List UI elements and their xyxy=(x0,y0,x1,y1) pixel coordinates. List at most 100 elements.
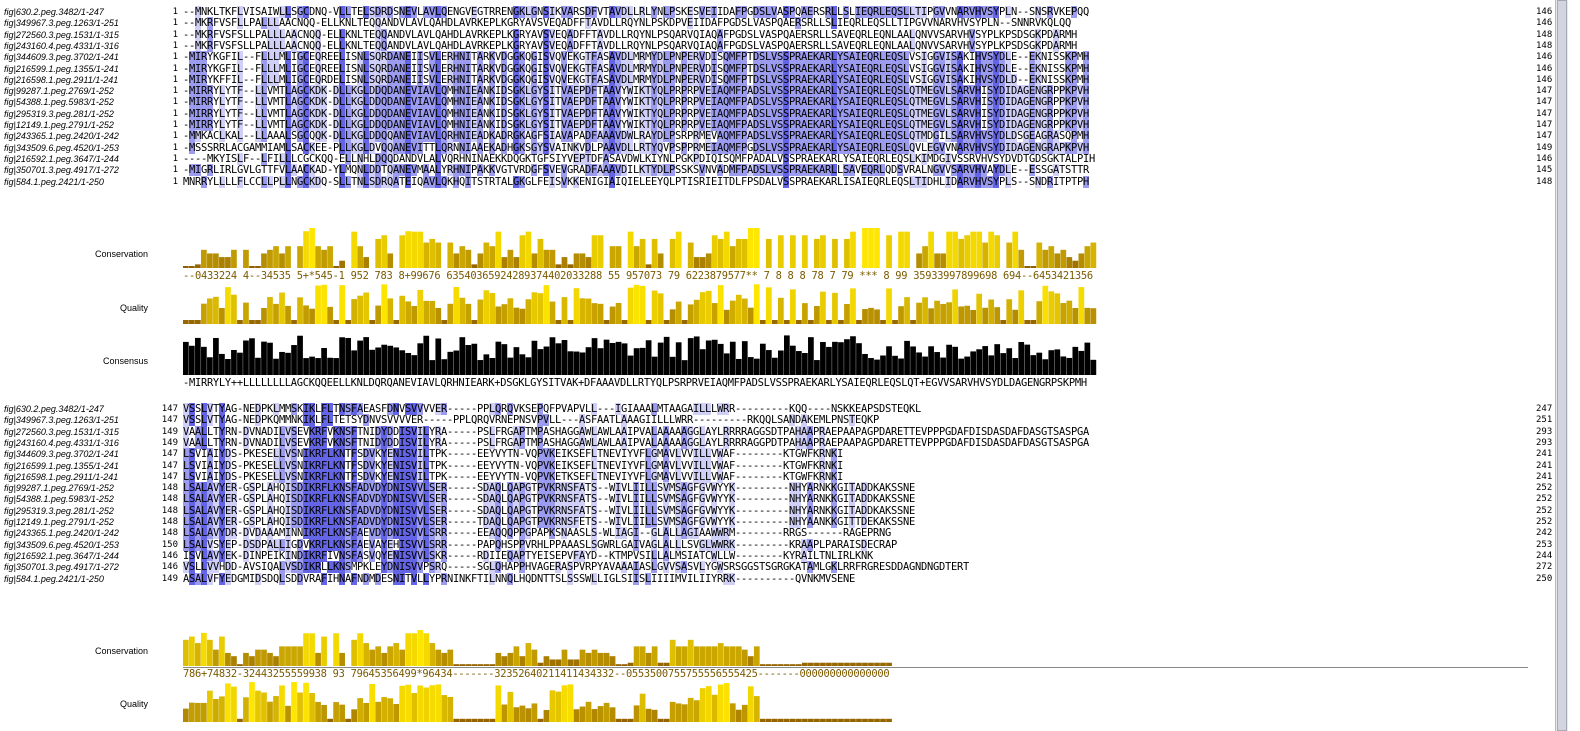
sequence-row[interactable]: fig|272560.3.peg.1531/1-315 149 VAALLTYRN-… xyxy=(0,425,1568,438)
sequence-row[interactable]: fig|216599.1.peg.1355/1-241 1 -MIRYKGFIL--… xyxy=(0,62,1568,75)
sequence-residues[interactable]: ----MKYISLF--LFILLLCGCKQQ-ELLNHLDQQDANDV… xyxy=(183,152,1095,165)
vertical-scrollbar[interactable] xyxy=(1555,0,1568,731)
sequence-residues[interactable]: ISVLAVYEK-DINPEIKINDIKRFIVNSFASVQYENISVV… xyxy=(183,549,873,562)
sequence-residues[interactable]: LSALAVYER-GSPLAHQISDIKRFLKNSFADVDYDNISVV… xyxy=(183,493,915,506)
sequence-name[interactable]: fig|344609.3.peg.3702/1-241 xyxy=(4,449,119,460)
sequence-name[interactable]: fig|344609.3.peg.3702/1-241 xyxy=(4,52,119,63)
sequence-row[interactable]: fig|243365.1.peg.2420/1-242 148 LSALAVYDR-… xyxy=(0,527,1568,540)
sequence-name[interactable]: fig|630.2.peg.3482/1-247 xyxy=(4,404,104,414)
sequence-residues[interactable]: --MKRFVSFLLPALLLAACNQQ-ELLKNLTEQQANDVLAV… xyxy=(183,17,1071,30)
sequence-residues[interactable]: VSLLVVHDD-AVSIQALVSDIKRLLKNSMPKLEYDNISVV… xyxy=(183,561,969,574)
sequence-residues[interactable]: LSVIAIYDS-PKESELLVSNIKRFLKNTFSDVKYENISVI… xyxy=(183,470,843,483)
sequence-row[interactable]: fig|344609.3.peg.3702/1-241 147 LSVIAIYDS-… xyxy=(0,448,1568,461)
sequence-name[interactable]: fig|350701.3.peg.4917/1-272 xyxy=(4,165,119,176)
sequence-row[interactable]: fig|584.1.peg.2421/1-250 1 MNRRYLLLLFLCCLL… xyxy=(0,175,1568,188)
annotation-label[interactable]: Conservation xyxy=(94,646,148,656)
sequence-residues[interactable]: -MIRRYLYTF--LLVMTLAGCKDK-DLLKGLDDQDANEVI… xyxy=(183,107,1089,120)
sequence-residues[interactable]: VAALLTYRN-DVNADILVSEVKRFVKNSFTNIDYDDISVI… xyxy=(183,425,1089,438)
sequence-residues[interactable]: -MIRRYLYTF--LLVMTLAGCKDK-DLLKGLDDQDANEVI… xyxy=(183,96,1089,109)
sequence-row[interactable]: fig|243160.4.peg.4331/1-316 149 VAALLTYRN-… xyxy=(0,436,1568,449)
sequence-residues[interactable]: --MKRFVSFSLLPALLLAACNQQ-ELLKNLTEQQANDVLA… xyxy=(183,39,1077,52)
sequence-name[interactable]: fig|584.1.peg.2421/1-250 xyxy=(4,573,104,584)
sequence-row[interactable]: fig|12149.1.peg.2791/1-252 1 -MIRRYLYTF--L… xyxy=(0,119,1568,131)
sequence-name[interactable]: fig|216598.1.peg.2911/1-241 xyxy=(4,74,119,85)
sequence-name[interactable]: fig|243365.1.peg.2420/1-242 xyxy=(4,131,119,142)
sequence-row[interactable]: fig|243160.4.peg.4331/1-316 1 --MKRFVSFSLL… xyxy=(0,39,1568,52)
sequence-name[interactable]: fig|243160.4.peg.4331/1-316 xyxy=(4,437,119,448)
sequence-residues[interactable]: --MKRFVSFSLLPALLLAACNQQ-ELLKNLTEQQANDVLA… xyxy=(183,28,1077,41)
sequence-name[interactable]: fig|630.2.peg.3482/1-247 xyxy=(4,7,104,17)
sequence-name[interactable]: fig|350701.3.peg.4917/1-272 xyxy=(4,562,119,573)
sequence-residues[interactable]: -MMKACLKAL--LLAAALSGCQQK-DLLKGLDDQQANEVI… xyxy=(183,130,1089,143)
sequence-residues[interactable]: VSSLVTYAG-NEDPKQMMNKIKLFLTETSYDNVSVVVVER… xyxy=(183,414,879,427)
sequence-residues[interactable]: LSALVSYEP-DSDPALLIGDVKRFLKNSFAEVAYEHISVV… xyxy=(183,538,897,551)
sequence-name[interactable]: fig|349967.3.peg.1263/1-251 xyxy=(4,18,119,29)
sequence-residues[interactable]: LSALAVYER-GSPLAHQISDIKRFLKNSFADVDYDNISVV… xyxy=(183,516,915,528)
sequence-residues[interactable]: -MIGRLIRLGVLGTTFVLAACKAD-YLMQNLDDTQANEVM… xyxy=(183,164,1089,177)
sequence-name[interactable]: fig|272560.3.peg.1531/1-315 xyxy=(4,29,119,40)
sequence-name[interactable]: fig|343509.6.peg.4520/1-253 xyxy=(4,539,119,550)
sequence-name[interactable]: fig|216592.1.peg.3647/1-244 xyxy=(4,153,119,164)
sequence-row[interactable]: fig|216592.1.peg.3647/1-244 1 ----MKYISLF-… xyxy=(0,152,1568,165)
sequence-row[interactable]: fig|349967.3.peg.1263/1-251 1 --MKRFVSFLLP… xyxy=(0,17,1568,30)
sequence-row[interactable]: fig|216592.1.peg.3647/1-244 146 ISVLAVYEK-… xyxy=(0,549,1568,562)
sequence-row[interactable]: fig|216598.1.peg.2911/1-241 1 -MIRYKFFIL--… xyxy=(0,73,1568,86)
sequence-name[interactable]: fig|295319.3.peg.281/1-252 xyxy=(4,108,114,119)
sequence-row[interactable]: fig|54388.1.peg.5983/1-252 148 LSALAVYER-G… xyxy=(0,493,1568,506)
sequence-residues[interactable]: -MIRRYLYTF--LLVMTLAGCKDK-DLLKGLDDQDANEVI… xyxy=(183,85,1089,98)
sequence-residues[interactable]: --MNKLTKFLVISAIWLLSGCDNQ-VLLTELSDRDSNEVL… xyxy=(183,6,1089,18)
sequence-name[interactable]: fig|243160.4.peg.4331/1-316 xyxy=(4,40,119,51)
sequence-residues[interactable]: LSVIAIYDS-PKESELLVSNIKRFLKNTFSDVKYENISVI… xyxy=(183,459,843,472)
annotation-label[interactable]: Quality xyxy=(119,699,148,709)
sequence-row[interactable]: fig|99287.1.peg.2769/1-252 1 -MIRRYLYTF--L… xyxy=(0,85,1568,98)
sequence-residues[interactable]: VAALLTYRN-DVNADILVSEVKRFVKNSFTNIDYDDISVI… xyxy=(183,436,1089,449)
sequence-residues[interactable]: -MIRRYLYTF--LLVMTLAGCKDK-DLLKGLDDQDANEVI… xyxy=(183,119,1089,131)
sequence-row[interactable]: fig|630.2.peg.3482/1-247 147 VSSLVTYAG-NED… xyxy=(0,403,1568,415)
sequence-row[interactable]: fig|99287.1.peg.2769/1-252 148 LSALAVYER-G… xyxy=(0,482,1568,495)
sequence-residues[interactable]: LSALAVYER-GSPLAHQISDIKRFLKNSFADVDYDNISVV… xyxy=(183,482,915,495)
sequence-name[interactable]: fig|295319.3.peg.281/1-252 xyxy=(4,505,114,516)
sequence-name[interactable]: fig|349967.3.peg.1263/1-251 xyxy=(4,415,119,426)
sequence-name[interactable]: fig|343509.6.peg.4520/1-253 xyxy=(4,142,119,153)
sequence-residues[interactable]: LSALAVYER-GSPLAHQISDIKRFLKNSFADVDYDNISVV… xyxy=(183,504,915,517)
sequence-row[interactable]: fig|272560.3.peg.1531/1-315 1 --MKRFVSFSLL… xyxy=(0,28,1568,41)
sequence-name[interactable]: fig|216599.1.peg.1355/1-241 xyxy=(4,63,119,74)
sequence-row[interactable]: fig|295319.3.peg.281/1-252 1 -MIRRYLYTF--L… xyxy=(0,107,1568,120)
sequence-row[interactable]: fig|216598.1.peg.2911/1-241 147 LSVIAIYDS-… xyxy=(0,470,1568,483)
sequence-residues[interactable]: LSVIAIYDS-PKESELLVSNIKRFLKNTFSDVKYENISVI… xyxy=(183,448,843,461)
annotation-label[interactable]: Conservation xyxy=(94,249,148,259)
sequence-name[interactable]: fig|12149.1.peg.2791/1-252 xyxy=(4,517,114,527)
annotation-label[interactable]: Quality xyxy=(119,303,148,313)
sequence-row[interactable]: fig|243365.1.peg.2420/1-242 1 -MMKACLKAL--… xyxy=(0,130,1568,143)
sequence-row[interactable]: fig|344609.3.peg.3702/1-241 1 -MIRYKGFIL--… xyxy=(0,51,1568,64)
sequence-name[interactable]: fig|243365.1.peg.2420/1-242 xyxy=(4,528,119,539)
sequence-row[interactable]: fig|630.2.peg.3482/1-247 1 --MNKLTKFLVISAI… xyxy=(0,6,1568,18)
sequence-row[interactable]: fig|584.1.peg.2421/1-250 149 ASALVFYEDGMID… xyxy=(0,572,1568,585)
sequence-name[interactable]: fig|54388.1.peg.5983/1-252 xyxy=(4,97,114,108)
sequence-residues[interactable]: -MSSSRRLACGAMMIAMLSACKEE-PLLKGLDVQQANEVI… xyxy=(183,141,1089,154)
sequence-residues[interactable]: LSALAVYDR-DVDAAAMINNIKRFLKNSFAEVDYDNISVV… xyxy=(183,527,891,540)
sequence-name[interactable]: fig|272560.3.peg.1531/1-315 xyxy=(4,426,119,437)
sequence-name[interactable]: fig|99287.1.peg.2769/1-252 xyxy=(4,483,114,494)
sequence-row[interactable]: fig|216599.1.peg.1355/1-241 147 LSVIAIYDS-… xyxy=(0,459,1568,472)
sequence-name[interactable]: fig|99287.1.peg.2769/1-252 xyxy=(4,86,114,97)
sequence-residues[interactable]: VSSLVTYAG-NEDPKLMMSKIKLFLTNSFAEASFDNVSVV… xyxy=(183,403,921,415)
annotation-label[interactable]: Consensus xyxy=(102,356,148,366)
sequence-row[interactable]: fig|350701.3.peg.4917/1-272 146 VSLLVVHDD-… xyxy=(0,561,1568,574)
sequence-name[interactable]: fig|54388.1.peg.5983/1-252 xyxy=(4,494,114,505)
sequence-residues[interactable]: ASALVFYEDGMIDSDQLSDDVRAFIHNAFNDMDESNITVL… xyxy=(183,572,855,585)
sequence-name[interactable]: fig|12149.1.peg.2791/1-252 xyxy=(4,120,114,130)
sequence-residues[interactable]: -MIRYKGFIL--FLLLMLIGCEQREELISNLSQRDANEII… xyxy=(183,51,1089,64)
sequence-name[interactable]: fig|584.1.peg.2421/1-250 xyxy=(4,176,104,187)
sequence-residues[interactable]: -MIRYKFFIL--FLLLMLIGCEQRDELISNLSQRDANEII… xyxy=(183,73,1089,86)
scrollbar-thumb[interactable] xyxy=(1557,0,1567,731)
sequence-residues[interactable]: -MIRYKGFIL--FLLLMLIGCEQREELISNLSQRDANEII… xyxy=(183,62,1089,75)
sequence-row[interactable]: fig|343509.6.peg.4520/1-253 150 LSALVSYEP-… xyxy=(0,538,1568,551)
sequence-row[interactable]: fig|12149.1.peg.2791/1-252 148 LSALAVYER-G… xyxy=(0,516,1568,528)
sequence-row[interactable]: fig|54388.1.peg.5983/1-252 1 -MIRRYLYTF--L… xyxy=(0,96,1568,109)
sequence-name[interactable]: fig|216592.1.peg.3647/1-244 xyxy=(4,550,119,561)
sequence-row[interactable]: fig|350701.3.peg.4917/1-272 1 -MIGRLIRLGVL… xyxy=(0,164,1568,177)
sequence-name[interactable]: fig|216598.1.peg.2911/1-241 xyxy=(4,471,119,482)
sequence-row[interactable]: fig|295319.3.peg.281/1-252 148 LSALAVYER-G… xyxy=(0,504,1568,517)
sequence-row[interactable]: fig|349967.3.peg.1263/1-251 147 VSSLVTYAG-… xyxy=(0,414,1568,427)
